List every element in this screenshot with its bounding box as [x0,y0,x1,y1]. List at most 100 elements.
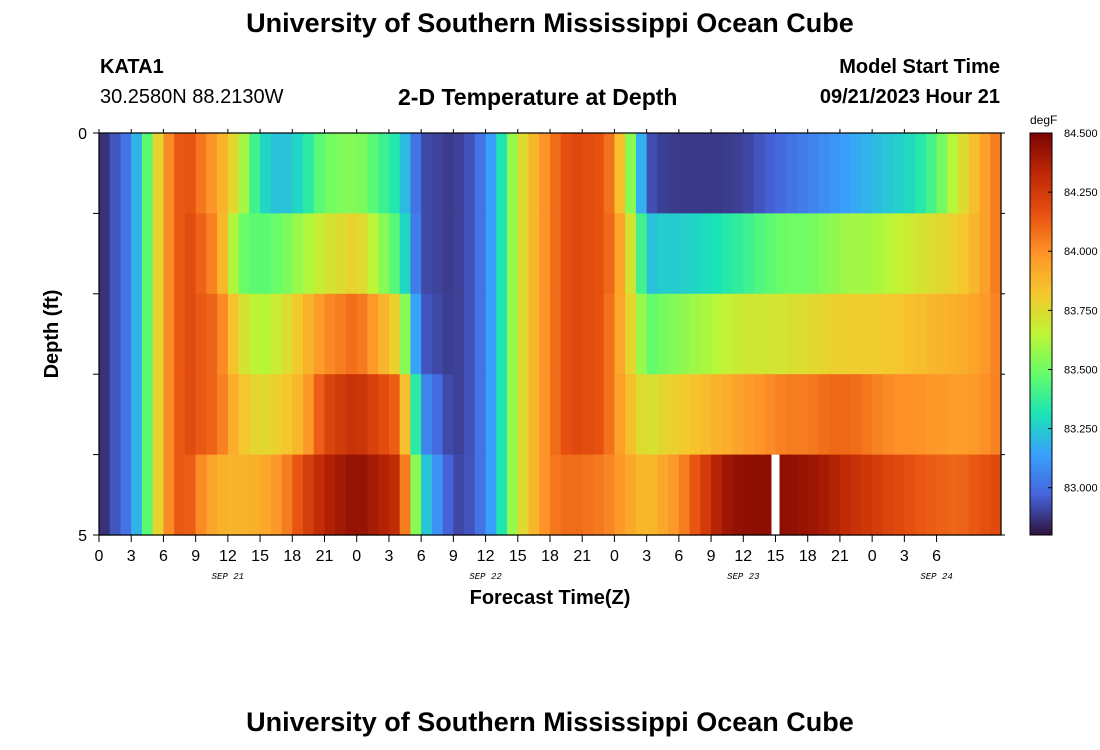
heatmap-cell [646,293,658,375]
heatmap-cell [754,133,766,214]
heatmap-cell [335,454,347,536]
x-tick-label: 12 [219,548,237,565]
heatmap-cell [936,454,948,536]
heatmap-cell [249,454,261,536]
heatmap-cell [292,374,304,456]
heatmap-cell [635,374,648,456]
heatmap-cell [711,213,723,295]
heatmap-cell [539,293,551,375]
heatmap-cell [764,454,777,536]
heatmap-cell [850,213,863,295]
heatmap-cell [786,454,798,536]
heatmap-cell [464,293,476,375]
heatmap-cell [184,213,197,295]
heatmap-cell [861,374,873,456]
heatmap-cell [958,454,970,536]
heatmap-cell [882,374,895,456]
heatmap-cell [195,133,207,214]
heatmap-cell [882,454,895,536]
heatmap-cell [367,454,379,536]
heatmap-cell [324,454,336,536]
heatmap-cell [378,213,390,295]
heatmap-cell [249,293,261,375]
heatmap-cell [99,213,111,295]
heatmap-cell [829,133,841,214]
date-label: SEP 24 [920,572,952,582]
heatmap-cell [152,374,165,456]
heatmap-cell [335,133,347,214]
heatmap-cell [990,454,1002,536]
heatmap-cell [174,293,186,375]
heatmap-cell [958,293,970,375]
heatmap-cell [968,213,981,295]
heatmap-cell [410,293,422,375]
heatmap-cell [990,374,1002,456]
heatmap-cell [958,133,970,214]
heatmap-cell [367,133,379,214]
heatmap-cell [657,374,669,456]
heatmap-cell [174,454,186,536]
heatmap-cell [431,454,444,536]
heatmap-cell [861,133,873,214]
colorbar-gradient [1029,132,1053,536]
date-label: SEP 21 [212,572,244,582]
heatmap-cell [796,293,809,375]
colorbar: degF 84.500 84.250 84.000 83.750 83.500 83.25… [1029,113,1098,536]
x-tick-label: 15 [509,548,527,565]
heatmap-cell [217,454,229,536]
heatmap-cell [227,374,240,456]
heatmap-cell [399,293,412,375]
heatmap-cell [732,374,744,456]
heatmap-cell [915,133,927,214]
heatmap-cell [882,213,895,295]
heatmap-cell [227,454,240,536]
heatmap-cell [829,293,841,375]
heatmap-cell [485,213,497,295]
heatmap-cell [356,454,369,536]
heatmap-cell [163,374,175,456]
heatmap-cell [592,293,605,375]
heatmap-cell [292,293,304,375]
x-tick-label: 18 [541,548,559,565]
model-start-label: Model Start Time [839,56,1000,78]
heatmap-cell [388,213,401,295]
heatmap-cell [872,293,884,375]
heatmap-cell [936,293,948,375]
heatmap-cell [732,133,744,214]
heatmap-cell [378,454,390,536]
x-tick-label: 18 [799,548,817,565]
x-tick-label: 3 [900,548,909,565]
heatmap-cell [678,293,691,375]
heatmap-cell [313,213,326,295]
heatmap-cell [743,374,755,456]
heatmap-cell [743,293,755,375]
heatmap-cell [979,213,991,295]
heatmap-cell [238,213,250,295]
heatmap-cell [872,454,884,536]
heatmap-cell [184,133,197,214]
heatmap-cell [839,374,852,456]
heatmap-cell [904,374,916,456]
heatmap-cell [313,374,326,456]
heatmap-cell [764,213,777,295]
chart-subtitle: 2-D Temperature at Depth [398,84,678,110]
heatmap-cell [281,213,293,295]
heatmap-cell [915,213,927,295]
heatmap-cell [539,374,551,456]
heatmap-cell [721,133,734,214]
heatmap-cell [313,293,326,375]
heatmap-cell [839,213,852,295]
heatmap-cell [829,454,841,536]
heatmap-cell [217,133,229,214]
heatmap-cell [732,293,744,375]
heatmap-cell [410,213,422,295]
heatmap-cell [958,213,970,295]
heatmap-cell [711,133,723,214]
heatmap-cell [378,374,390,456]
heatmap-cell [507,213,519,295]
heatmap-cell [356,213,369,295]
heatmap-cell [453,454,465,536]
heatmap-cell [195,293,207,375]
colorbar-tick-label: 84.000 [1064,246,1098,258]
heatmap-cell [678,454,691,536]
